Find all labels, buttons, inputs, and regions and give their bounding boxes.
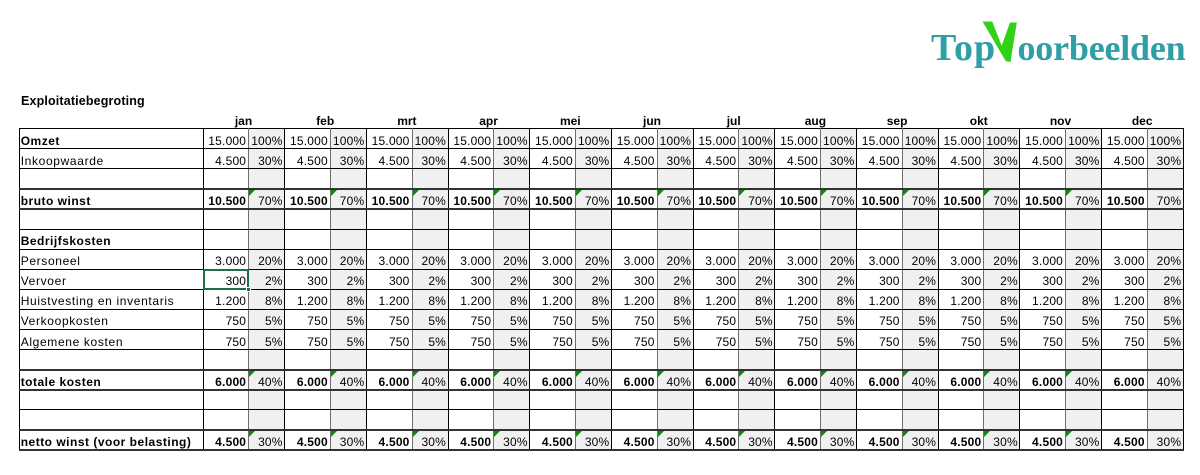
svg-text:oorbeelden: oorbeelden [1018,28,1186,68]
svg-text:Top: Top [931,27,996,69]
